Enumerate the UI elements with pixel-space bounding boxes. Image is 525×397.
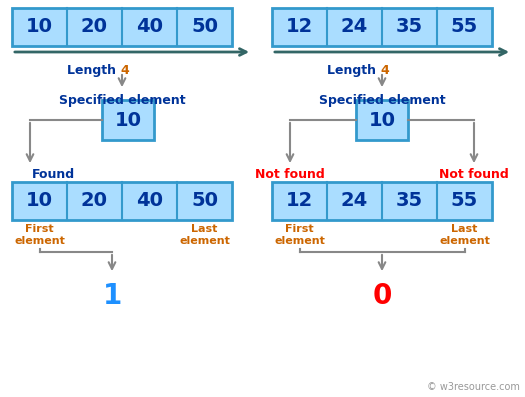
Text: Last
element: Last element	[179, 224, 230, 246]
Text: 12: 12	[286, 17, 313, 37]
Text: 10: 10	[114, 110, 142, 129]
Text: 35: 35	[396, 17, 423, 37]
Text: 55: 55	[451, 17, 478, 37]
Text: First
element: First element	[14, 224, 65, 246]
Text: 10: 10	[26, 191, 53, 210]
Text: Length: Length	[327, 64, 380, 77]
Text: First
element: First element	[274, 224, 325, 246]
Text: Length: Length	[67, 64, 120, 77]
Text: 55: 55	[451, 191, 478, 210]
Text: 12: 12	[286, 191, 313, 210]
Text: 50: 50	[191, 191, 218, 210]
Text: 40: 40	[136, 17, 163, 37]
Text: 1: 1	[102, 282, 122, 310]
Text: 24: 24	[341, 17, 368, 37]
Text: Specified element: Specified element	[59, 94, 185, 107]
Text: Not found: Not found	[439, 168, 509, 181]
FancyBboxPatch shape	[356, 100, 408, 140]
Text: 4: 4	[380, 64, 388, 77]
Text: 20: 20	[81, 17, 108, 37]
Text: Not found: Not found	[255, 168, 325, 181]
Text: Last
element: Last element	[439, 224, 490, 246]
FancyBboxPatch shape	[12, 8, 232, 46]
Text: 50: 50	[191, 17, 218, 37]
FancyBboxPatch shape	[272, 8, 492, 46]
Text: Specified element: Specified element	[319, 94, 445, 107]
Text: © w3resource.com: © w3resource.com	[427, 382, 520, 392]
Text: 35: 35	[396, 191, 423, 210]
Text: 20: 20	[81, 191, 108, 210]
Text: 0: 0	[372, 282, 392, 310]
FancyBboxPatch shape	[12, 182, 232, 220]
FancyBboxPatch shape	[102, 100, 154, 140]
Text: 10: 10	[369, 110, 395, 129]
Text: 40: 40	[136, 191, 163, 210]
Text: 10: 10	[26, 17, 53, 37]
Text: 4: 4	[120, 64, 129, 77]
FancyBboxPatch shape	[272, 182, 492, 220]
Text: 24: 24	[341, 191, 368, 210]
Text: Found: Found	[32, 168, 75, 181]
